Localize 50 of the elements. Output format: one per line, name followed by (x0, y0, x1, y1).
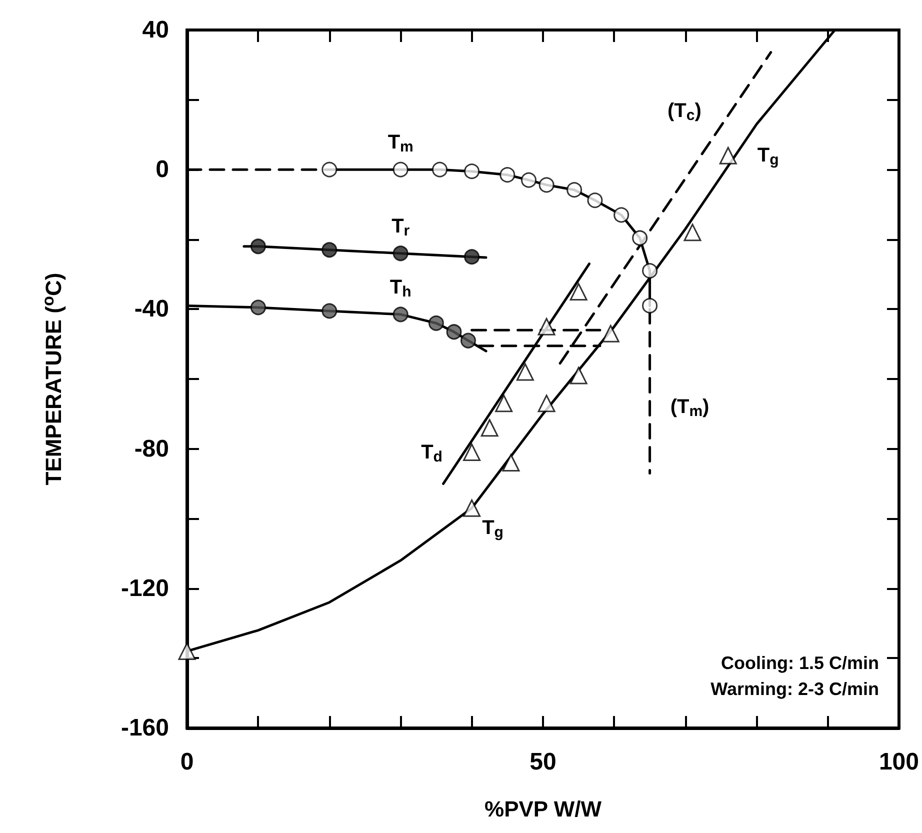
point (642, 263, 658, 279)
point (250, 300, 266, 316)
point (632, 230, 648, 246)
point (538, 394, 556, 412)
point (602, 324, 620, 342)
y-tick-label: 40 (142, 16, 169, 44)
point (428, 315, 444, 331)
point (502, 454, 520, 472)
point (392, 246, 408, 262)
y-tick-label: -40 (134, 296, 169, 323)
point (570, 366, 588, 384)
point (566, 182, 582, 198)
point (587, 192, 603, 208)
annotation: Warming: 2-3 C/min (710, 679, 879, 699)
point (463, 444, 481, 462)
x-tick-label: 0 (180, 748, 194, 776)
point (570, 283, 588, 300)
point (719, 146, 737, 164)
y-tick-label: -120 (120, 574, 169, 602)
point (538, 177, 554, 193)
y-tick-label: -80 (134, 435, 169, 462)
point (500, 167, 516, 183)
x-tick-label: 100 (878, 748, 919, 776)
point (432, 162, 448, 178)
x-tick-label: 50 (530, 748, 556, 776)
y-tick-label: -160 (120, 714, 169, 742)
point (446, 324, 462, 340)
point (460, 332, 476, 348)
point (250, 238, 266, 254)
point (516, 363, 534, 381)
point (392, 306, 408, 322)
y-axis-title: TEMPERATURE (oC) (40, 272, 66, 486)
point (322, 303, 338, 319)
point (521, 172, 536, 188)
point (495, 394, 513, 412)
point (392, 162, 408, 178)
x-axis-title: %PVP W/W (484, 796, 602, 822)
point (538, 318, 556, 336)
point (614, 207, 630, 223)
y-tick-label: 0 (156, 156, 169, 184)
annotation: Cooling: 1.5 C/min (720, 653, 879, 673)
point (684, 224, 702, 242)
point (642, 298, 658, 314)
point (322, 242, 338, 258)
point (463, 499, 481, 517)
point (464, 164, 480, 180)
point (464, 249, 480, 265)
point (322, 162, 338, 178)
point (178, 642, 196, 660)
point (480, 419, 498, 437)
